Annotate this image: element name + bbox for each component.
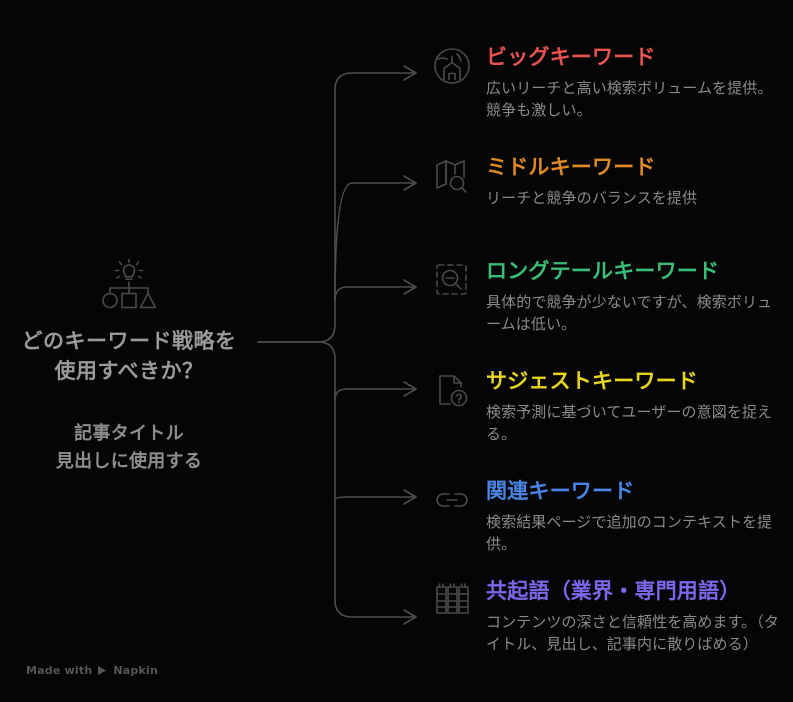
branch-body: 関連キーワード 検索結果ページで追加のコンテキストを提供。 [486,478,782,555]
branch-item-middle-keyword[interactable]: ミドルキーワード リーチと競争のバランスを提供 [430,154,782,209]
branch-item-longtail-keyword[interactable]: ロングテールキーワード 具体的で競争が少ないですが、検索ボリュームは低い。 [430,258,782,335]
root-subtitle-line-2: 見出しに使用する [55,451,203,472]
books-shelf-icon [436,583,469,614]
branch-description: 広いリーチと高い検索ボリュームを提供。競争も激しい。 [486,79,773,119]
made-with-label: Made with [26,664,93,677]
branch-body: サジェストキーワード 検索予測に基づいてユーザーの意図を捉える。 [486,368,782,445]
branch-description: 検索予測に基づいてユーザーの意図を捉える。 [486,403,773,443]
chain-link-icon [436,493,468,507]
root-title: どのキーワード戦略を使用すべきか？ [21,329,237,383]
napkin-watermark: Made with Napkin [26,664,158,677]
arrowhead-5 [403,489,417,505]
branch-body: 共起語（業界・専門用語） コンテンツの深さと信頼性を高めます。（タイトル、見出し… [486,578,782,655]
branch-description: コンテンツの深さと信頼性を高めます。（タイトル、見出し、記事内に散りばめる） [486,613,780,653]
branch-title: 関連キーワード [486,479,635,503]
connector-branch-4 [334,388,415,401]
arrowhead-3 [403,279,417,295]
root-subtitle-line-1: 記事タイトル [74,423,184,444]
connector-branch-3 [334,286,415,301]
branch-description: 検索結果ページで追加のコンテキストを提供。 [486,513,773,553]
connector-branch-1 [257,72,415,343]
lightbulb-hierarchy-icon [102,258,157,309]
dashed-box-zoom-out-icon [436,264,467,295]
arrowhead-1 [403,65,417,81]
branch-item-big-keyword[interactable]: ビッグキーワード 広いリーチと高い検索ボリュームを提供。競争も激しい。 [430,44,782,121]
branch-body: ロングテールキーワード 具体的で競争が少ないですが、検索ボリュームは低い。 [486,258,782,335]
branch-item-related-keyword[interactable]: 関連キーワード 検索結果ページで追加のコンテキストを提供。 [430,478,782,555]
connector-branch-2 [334,182,415,301]
globe-building-icon [434,48,470,84]
branch-body: ミドルキーワード リーチと競争のバランスを提供 [486,154,782,209]
map-search-icon [436,160,467,193]
arrowhead-6 [403,609,417,625]
branch-title: ロングテールキーワード [486,259,720,283]
branch-title: 共起語（業界・専門用語） [486,579,741,603]
document-question-icon [439,375,468,407]
branch-item-suggest-keyword[interactable]: サジェストキーワード 検索予測に基づいてユーザーの意図を捉える。 [430,368,782,445]
napkin-play-icon [98,666,107,675]
arrowhead-2 [403,175,417,191]
connector-branch-5 [334,496,415,501]
branch-body: ビッグキーワード 広いリーチと高い検索ボリュームを提供。競争も激しい。 [486,44,782,121]
napkin-brand-label: Napkin [113,664,158,677]
root-subtitle: 記事タイトル 見出しに使用する [0,420,258,476]
branch-item-cooccurrence-terms[interactable]: 共起語（業界・専門用語） コンテンツの深さと信頼性を高めます。（タイトル、見出し… [430,578,782,655]
root-node: どのキーワード戦略を使用すべきか？ 記事タイトル 見出しに使用する [0,256,258,476]
branch-description: リーチと競争のバランスを提供 [486,189,698,207]
branch-description: 具体的で競争が少ないですが、検索ボリュームは低い。 [486,293,773,333]
branch-title: ビッグキーワード [486,45,656,69]
branch-title: ミドルキーワード [486,155,656,179]
branch-title: サジェストキーワード [486,369,698,393]
connector-branch-6 [257,341,415,618]
arrowhead-4 [403,381,417,397]
